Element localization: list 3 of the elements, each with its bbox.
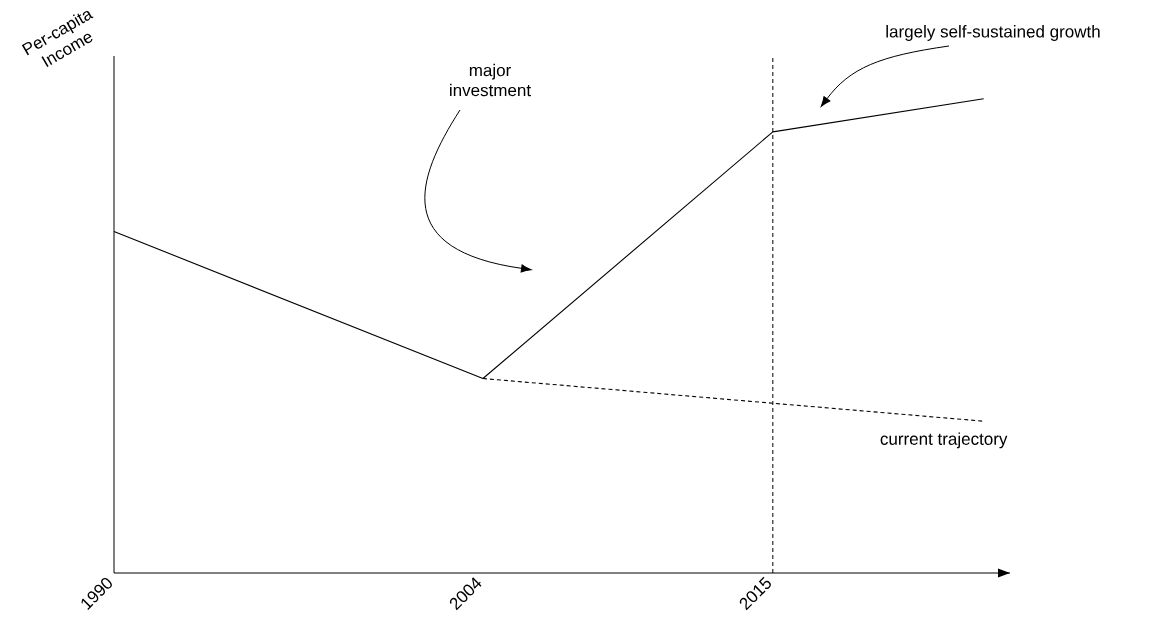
series-label: current trajectory: [880, 432, 1008, 449]
text: largely self-sustained growth: [886, 25, 1100, 41]
text: major investment: [450, 63, 531, 97]
